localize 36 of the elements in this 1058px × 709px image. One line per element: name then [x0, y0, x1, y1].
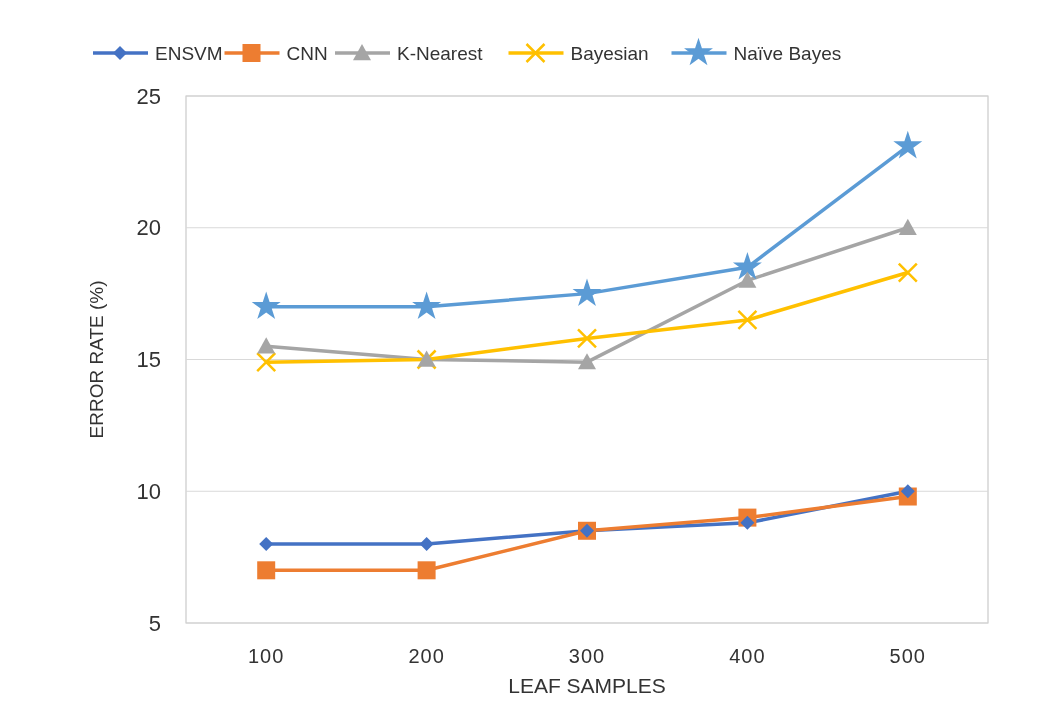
point [898, 218, 917, 235]
point [251, 291, 281, 320]
point [572, 278, 602, 306]
point [893, 130, 923, 159]
y-tick-label: 20 [136, 215, 161, 241]
x-tick-label: 300 [568, 645, 606, 667]
legend-label: Naïve Bayes [733, 42, 842, 64]
y-tick-label: 5 [148, 610, 161, 636]
point [900, 484, 915, 499]
legend-label: CNN [286, 42, 328, 64]
x-axis-title: LEAF SAMPLES [508, 674, 666, 697]
point [576, 328, 598, 349]
y-tick-label: 15 [136, 347, 161, 373]
point [738, 271, 757, 288]
point [259, 536, 274, 551]
point [740, 515, 755, 530]
y-axis-title: ERROR RATE (%) [86, 280, 107, 439]
x-tick-label: 400 [729, 645, 766, 667]
point [578, 353, 596, 370]
point [419, 536, 434, 551]
legend-label: Bayesian [570, 42, 649, 64]
x-tick-label: 500 [889, 645, 926, 667]
point [732, 252, 762, 280]
point [417, 561, 436, 580]
x-tick-label: 100 [248, 645, 285, 667]
y-tick-label: 10 [136, 478, 161, 504]
point [897, 262, 919, 283]
y-tick-label: 25 [136, 83, 161, 109]
point [257, 337, 276, 354]
legend-label: ENSVM [155, 42, 223, 64]
legend-label: K-Nearest [397, 42, 484, 64]
point [257, 561, 276, 580]
x-tick-label: 200 [408, 645, 445, 667]
point [255, 351, 277, 373]
point [412, 291, 442, 320]
point [737, 309, 758, 331]
